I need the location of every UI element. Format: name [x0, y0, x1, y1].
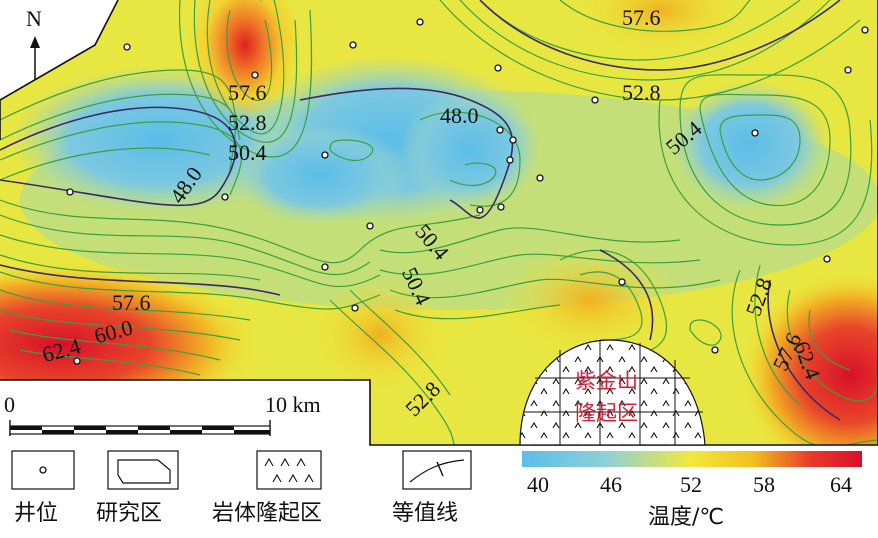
uplift-label-1: 紫金山 [575, 369, 638, 393]
legend-rock-box [256, 450, 322, 490]
contour-label: 57.6 [112, 290, 151, 315]
contour-label: 52.8 [228, 110, 267, 135]
colorbar-tick: 58 [753, 472, 775, 497]
legend-rock-label: 岩体隆起区 [212, 501, 322, 526]
colorbar-tick: 46 [600, 472, 622, 497]
well-marker [221, 193, 229, 201]
well-marker [618, 278, 626, 286]
scale-bar: 0 10 km [0, 381, 369, 445]
well-marker [251, 71, 259, 79]
legend-area-label: 研究区 [96, 501, 162, 526]
well-markers [66, 18, 869, 365]
temperature-colorbar [522, 451, 862, 467]
well-marker [73, 357, 81, 365]
well-marker [366, 222, 374, 230]
well-marker [123, 43, 131, 51]
well-marker [751, 129, 759, 137]
well-marker [844, 66, 852, 74]
study-area-icon [117, 459, 171, 484]
scale-end: 10 km [265, 392, 321, 417]
well-icon [39, 466, 47, 474]
rock-uplift-zone: 紫金山 隆起区 [519, 339, 706, 446]
major-contours [0, 0, 841, 421]
legend: 井位 研究区 岩体隆起区 等值线 40 46 52 58 64 温度/℃ [11, 450, 862, 530]
legend-contour-box [402, 450, 472, 490]
north-label: N [26, 6, 42, 31]
rock-icon [264, 457, 314, 483]
well-marker [506, 156, 514, 164]
colorbar-tick: 64 [830, 472, 852, 497]
well-marker [66, 188, 74, 196]
contour-label: 48.0 [440, 103, 479, 128]
well-marker [494, 64, 502, 72]
well-marker [351, 304, 359, 312]
scale-zero: 0 [4, 392, 15, 417]
well-marker [591, 96, 599, 104]
contour-icon [409, 459, 465, 483]
contour-label: 57.6 [622, 5, 661, 30]
well-marker [416, 18, 424, 26]
well-marker [536, 174, 544, 182]
contour-label: 57.6 [228, 80, 267, 105]
well-marker [349, 41, 357, 49]
contour-lines [0, 0, 878, 445]
uplift-label-2: 隆起区 [575, 401, 638, 425]
well-marker [823, 255, 831, 263]
well-marker [711, 346, 719, 354]
well-marker [496, 126, 504, 134]
colorbar-tick: 52 [680, 472, 702, 497]
contour-label: 52.8 [622, 80, 661, 105]
well-marker [861, 26, 869, 34]
legend-contour-label: 等值线 [392, 501, 458, 526]
well-marker [497, 203, 505, 211]
colorbar-tick: 40 [527, 472, 549, 497]
contour-label: 50.4 [228, 140, 267, 165]
well-marker [321, 263, 329, 271]
study-area-boundary [0, 0, 878, 446]
well-marker [321, 151, 329, 159]
colorbar-title: 温度/℃ [648, 505, 724, 530]
north-arrow-icon [30, 36, 40, 48]
well-marker [476, 206, 484, 214]
north-arrow: N [26, 6, 42, 80]
legend-well-label: 井位 [14, 501, 58, 526]
well-marker [509, 136, 517, 144]
